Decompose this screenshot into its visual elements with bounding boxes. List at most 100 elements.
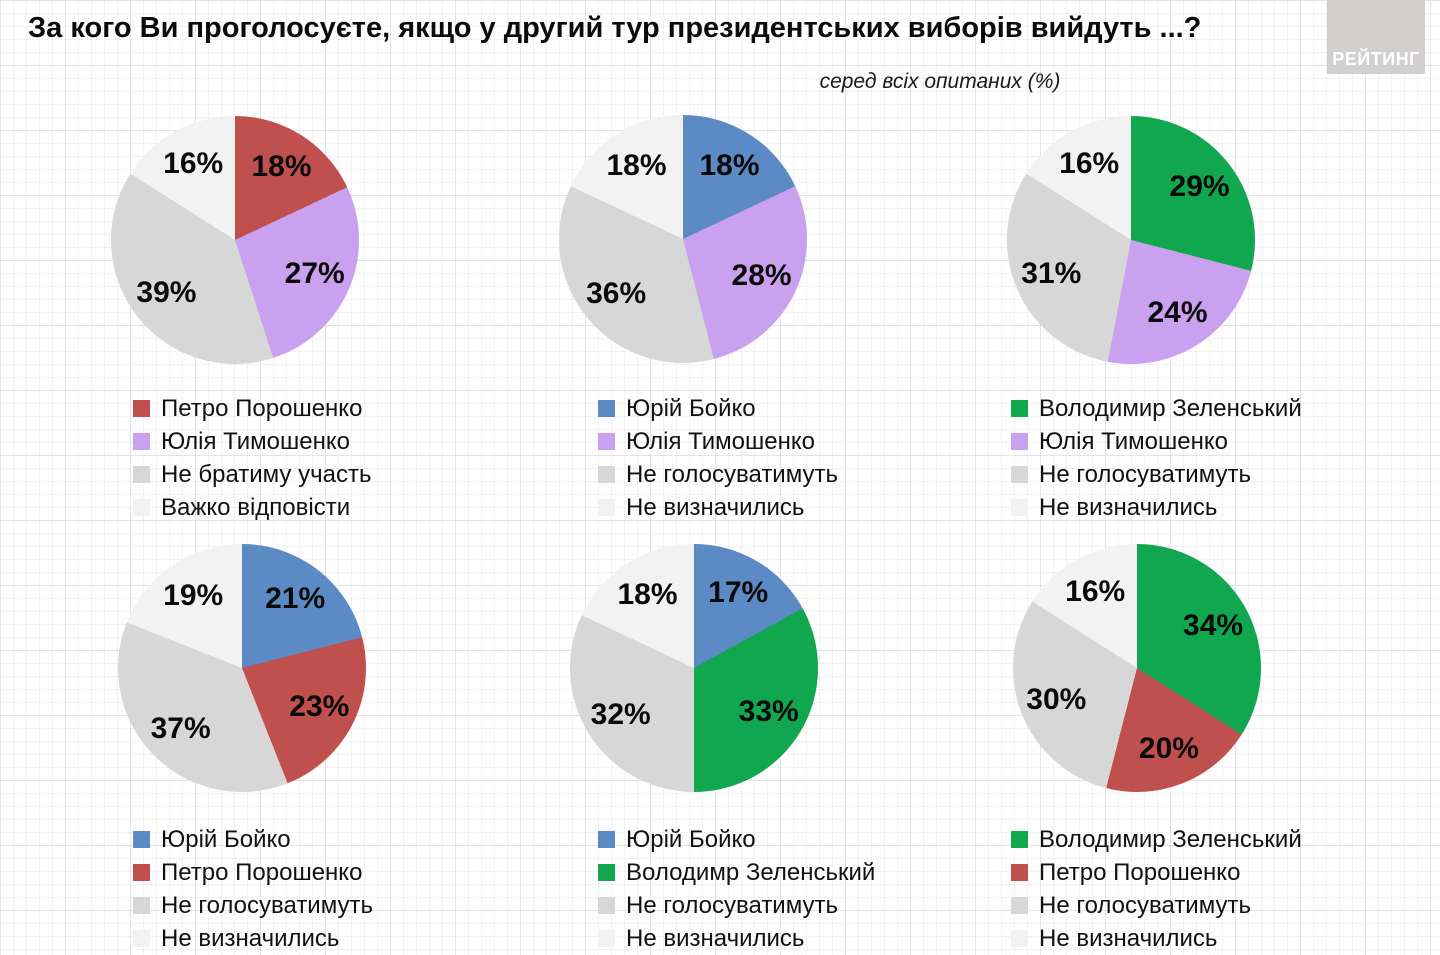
legend: Юрій Бойко Петро Порошенко Не голосуватиму… (133, 823, 373, 955)
pie-slice-label: 18% (251, 149, 312, 183)
legend-item: Володимир Зеленський (1011, 823, 1302, 856)
legend-item: Юрій Бойко (598, 823, 875, 856)
legend-item: Юлія Тимошенко (598, 425, 838, 458)
pie-slice-label: 33% (738, 695, 799, 729)
pie: 17% 33% 32% 18% (570, 544, 818, 792)
legend: Юрій Бойко Володимр Зеленський Не голосува… (598, 823, 875, 955)
legend-swatch (1011, 831, 1028, 848)
legend-swatch (1011, 864, 1028, 881)
legend-swatch (133, 499, 150, 516)
legend-label: Юлія Тимошенко (161, 428, 350, 455)
legend-swatch (598, 864, 615, 881)
legend-label: Юрій Бойко (626, 395, 756, 422)
pie-slice-label: 28% (731, 258, 792, 292)
legend-item: Не братиму участь (133, 458, 371, 491)
legend-swatch (133, 466, 150, 483)
legend-item: Не голосуватимуть (598, 458, 838, 491)
chart-subtitle: серед всіх опитаних (%) (819, 70, 1061, 93)
legend-swatch (133, 400, 150, 417)
legend-label: Володимир Зеленський (1039, 826, 1302, 853)
legend-item: Не визначились (1011, 922, 1302, 955)
legend-label: Юлія Тимошенко (626, 428, 815, 455)
legend-label: Володимир Зеленський (1039, 395, 1302, 422)
legend-label: Не визначились (626, 925, 805, 952)
legend-swatch (1011, 466, 1028, 483)
pie-slice-label: 21% (265, 582, 326, 616)
legend-label: Володимр Зеленський (626, 859, 876, 886)
pie-slice-label: 39% (136, 276, 197, 310)
legend-item: Важко відповісти (133, 491, 371, 524)
legend-label: Не голосуватимуть (1039, 892, 1251, 919)
legend-item: Володимир Зеленський (1011, 392, 1302, 425)
legend-label: Не визначились (1039, 925, 1218, 952)
pie-slice-label: 29% (1169, 169, 1230, 203)
legend-label: Петро Порошенко (1039, 859, 1241, 886)
legend-item: Не голосуватимуть (598, 889, 875, 922)
pie: 18% 27% 39% 16% (111, 116, 359, 364)
legend-swatch (1011, 930, 1028, 947)
rating-logo: РЕЙТИНГ (1327, 0, 1425, 74)
legend-item: Юрій Бойко (133, 823, 373, 856)
legend-swatch (133, 864, 150, 881)
legend-item: Не визначились (598, 922, 875, 955)
pie-slice-label: 16% (1059, 146, 1120, 180)
legend-label: Не голосуватимуть (626, 892, 838, 919)
pie-slice-label: 23% (289, 690, 350, 724)
pie: 34% 20% 30% 16% (1013, 544, 1261, 792)
legend-swatch (1011, 499, 1028, 516)
legend-label: Не братиму участь (161, 461, 372, 488)
legend-swatch (133, 831, 150, 848)
legend-item: Юлія Тимошенко (133, 425, 371, 458)
legend: Юрій Бойко Юлія Тимошенко Не голосуватимут… (598, 392, 838, 524)
pie-slice-label: 37% (150, 712, 211, 746)
pie-slice-label: 32% (590, 697, 651, 731)
legend-item: Не голосуватимуть (1011, 889, 1302, 922)
legend-item: Петро Порошенко (133, 392, 371, 425)
pie-slice-label: 34% (1183, 609, 1244, 643)
rating-logo-text: РЕЙТИНГ (1332, 49, 1420, 69)
pie: 21% 23% 37% 19% (118, 544, 366, 792)
legend-item: Юрій Бойко (598, 392, 838, 425)
legend-item: Юлія Тимошенко (1011, 425, 1302, 458)
legend-swatch (598, 400, 615, 417)
legend-label: Не голосуватимуть (161, 892, 373, 919)
legend-swatch (133, 897, 150, 914)
legend-label: Важко відповісти (161, 494, 351, 521)
pie-slice-label: 18% (617, 577, 678, 611)
pie-slice-label: 36% (586, 277, 647, 311)
pie-slice-label: 31% (1021, 257, 1082, 291)
legend-label: Петро Порошенко (161, 395, 363, 422)
legend-swatch (1011, 897, 1028, 914)
legend-swatch (598, 433, 615, 450)
legend-swatch (1011, 433, 1028, 450)
pie-slice-label: 18% (699, 148, 760, 182)
legend-item: Петро Порошенко (133, 856, 373, 889)
legend-item: Не голосуватимуть (1011, 458, 1302, 491)
legend-swatch (598, 466, 615, 483)
page-title: За кого Ви проголосуєте, якщо у другий т… (28, 12, 1202, 44)
legend-swatch (1011, 400, 1028, 417)
pie-slice-label: 30% (1026, 682, 1087, 716)
legend-item: Не визначились (598, 491, 838, 524)
pie: 18% 28% 36% 18% (559, 115, 807, 363)
legend-label: Не голосуватимуть (626, 461, 838, 488)
legend-swatch (598, 499, 615, 516)
legend-item: Не визначились (1011, 491, 1302, 524)
pie-slice-label: 20% (1138, 731, 1199, 765)
legend-swatch (598, 831, 615, 848)
legend-label: Петро Порошенко (161, 859, 363, 886)
pie-slice-label: 16% (163, 146, 224, 180)
legend-label: Юрій Бойко (626, 826, 756, 853)
pie-slice-label: 18% (606, 148, 667, 182)
legend-label: Не визначились (1039, 494, 1218, 521)
pie-slice-label: 27% (284, 257, 345, 291)
legend-item: Петро Порошенко (1011, 856, 1302, 889)
legend-label: Юлія Тимошенко (1039, 428, 1228, 455)
pie: 29% 24% 31% 16% (1007, 116, 1255, 364)
legend-item: Не визначились (133, 922, 373, 955)
legend-label: Не визначились (626, 494, 805, 521)
legend-item: Володимр Зеленський (598, 856, 875, 889)
pie-slice-label: 24% (1147, 296, 1208, 330)
legend: Володимир Зеленський Петро Порошенко Не го… (1011, 823, 1302, 955)
legend-swatch (133, 433, 150, 450)
